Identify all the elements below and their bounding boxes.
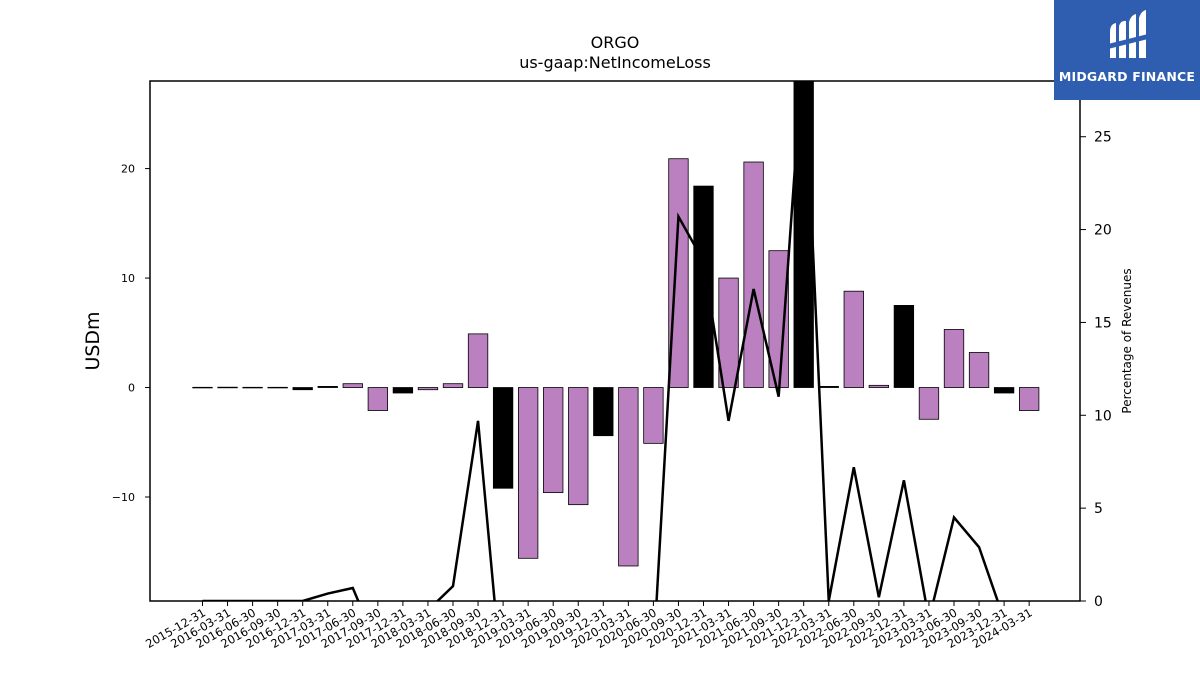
bar (818, 386, 839, 388)
y-tick-label: 20 (121, 163, 135, 176)
brand-logo: MIDGARD FINANCE (1054, 0, 1200, 100)
bar (668, 158, 689, 388)
chart-title: ORGO (591, 33, 640, 52)
bar (643, 387, 664, 444)
bar (918, 387, 940, 420)
bar (843, 290, 864, 388)
bar (893, 305, 915, 388)
bar (292, 387, 313, 391)
y2-tick-label: 5 (1094, 501, 1103, 517)
y2-tick-label: 0 (1094, 594, 1103, 610)
bar (442, 383, 464, 388)
y2-tick-label: 20 (1094, 223, 1112, 239)
bar (518, 387, 539, 559)
bar (392, 387, 414, 394)
bar (192, 386, 213, 389)
bar (242, 386, 263, 389)
bar (467, 333, 489, 388)
y-tick-label: 0 (128, 382, 135, 395)
y-tick-label: −10 (112, 491, 135, 504)
bar (618, 387, 639, 567)
series-line (202, 81, 999, 601)
y-axis-label: USDm (82, 311, 104, 370)
bar (267, 386, 288, 389)
y2-tick-label: 15 (1094, 315, 1112, 331)
bar (543, 387, 564, 494)
bar (317, 386, 338, 388)
plot-frame (149, 80, 1081, 602)
bar (1019, 387, 1040, 411)
bar (968, 352, 990, 388)
chart-subtitle: us-gaap:NetIncomeLoss (519, 53, 711, 72)
midgard-logo-icon (1108, 10, 1148, 58)
logo-text: MIDGARD FINANCE (1058, 69, 1196, 84)
y2-axis-label: Percentage of Revenues (1120, 268, 1134, 413)
bar (743, 161, 764, 388)
y-tick-label: 10 (121, 272, 135, 285)
y2-tick-label: 25 (1094, 130, 1112, 146)
bar (693, 185, 714, 388)
bar (993, 387, 1015, 394)
bar (217, 386, 238, 389)
bar (718, 277, 739, 388)
bar (342, 383, 363, 388)
bar (417, 387, 439, 391)
bar (492, 387, 514, 489)
bar (593, 387, 614, 437)
bar (943, 329, 965, 388)
y2-tick-label: 10 (1094, 408, 1112, 424)
bar (568, 387, 589, 506)
bar (868, 384, 889, 388)
bar (367, 387, 389, 411)
